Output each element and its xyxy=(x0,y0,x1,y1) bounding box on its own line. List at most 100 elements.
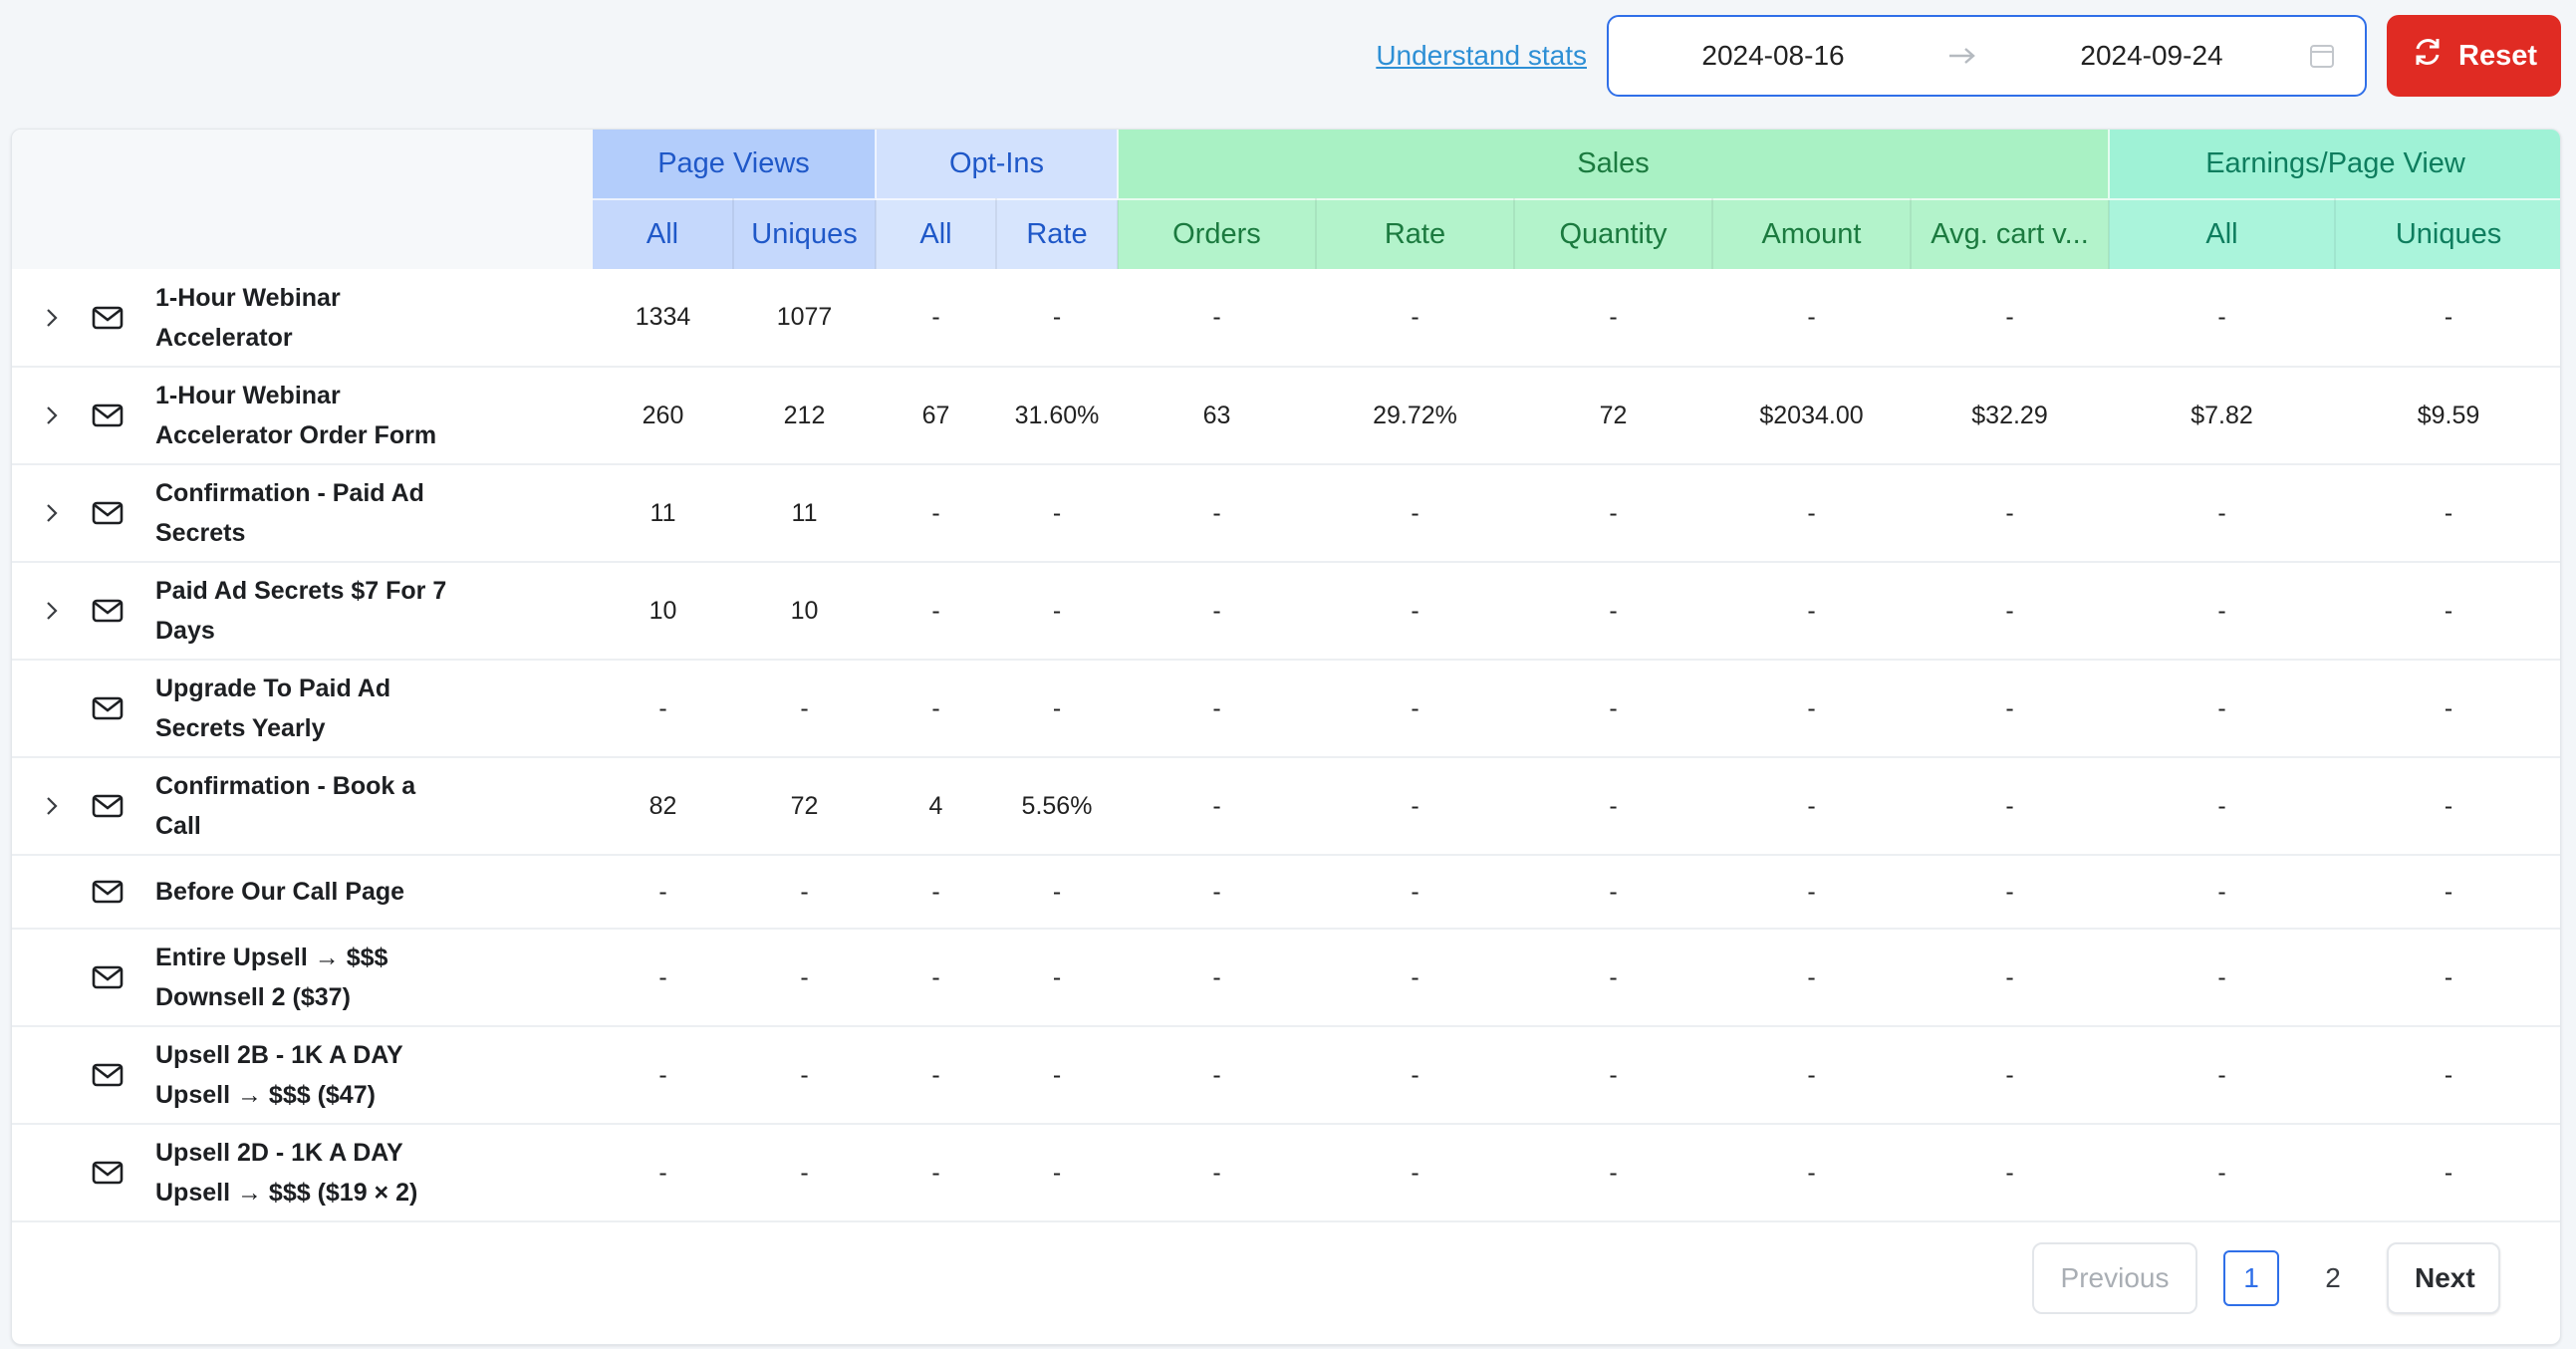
col-header-page-views-all[interactable]: All xyxy=(593,198,734,269)
cell-page-views-all: 260 xyxy=(593,367,733,465)
cell-opt-ins-rate: - xyxy=(996,929,1118,1027)
cell-sales-rate: 29.72% xyxy=(1316,367,1514,465)
cell-page-views-uniques: - xyxy=(733,929,876,1027)
mail-icon xyxy=(92,500,139,526)
chevron-right-icon[interactable] xyxy=(12,404,92,427)
mail-icon xyxy=(92,964,139,990)
cell-sales-quantity: 72 xyxy=(1514,367,1712,465)
table-row[interactable]: Before Our Call Page - - - - - - - - - - - xyxy=(12,855,2560,930)
table-row[interactable]: Entire Upsell → $$$ Downsell 2 ($37) - - - -… xyxy=(12,929,2560,1027)
col-header-sales-avg-cart-value[interactable]: Avg. cart v... xyxy=(1911,198,2111,269)
cell-sales-orders: - xyxy=(1118,1026,1316,1125)
cell-sales-rate: - xyxy=(1316,464,1514,563)
row-name-wrap: Upsell 2B - 1K A DAY Upsell → $$$ ($47) xyxy=(12,1027,593,1123)
understand-stats-link[interactable]: Understand stats xyxy=(1376,40,1587,71)
cell-page-views-uniques: 1077 xyxy=(733,269,876,368)
col-header-epv-uniques[interactable]: Uniques xyxy=(2335,198,2560,269)
cell-epv-all: $7.82 xyxy=(2109,367,2336,465)
table-row[interactable]: 1-Hour Webinar Accelerator 1334 1077- - - - - -… xyxy=(12,269,2560,368)
cell-sales-amount: - xyxy=(1712,269,1911,368)
col-header-opt-ins-all[interactable]: All xyxy=(876,198,997,269)
cell-sales-quantity: - xyxy=(1514,855,1712,930)
cell-sales-amount: $2034.00 xyxy=(1712,367,1911,465)
cell-page-views-uniques: 72 xyxy=(733,757,876,856)
table-row[interactable]: Paid Ad Secrets $7 For 7 Days 10 10- - - - - - -… xyxy=(12,562,2560,661)
table-row[interactable]: Upsell 2D - 1K A DAY Upsell → $$$ ($19 ×… xyxy=(12,1124,2560,1222)
row-name-wrap: Entire Upsell → $$$ Downsell 2 ($37) xyxy=(12,930,593,1025)
calendar-icon[interactable] xyxy=(2309,43,2335,69)
cell-epv-uniques: - xyxy=(2335,269,2560,368)
cell-epv-uniques: - xyxy=(2335,660,2560,758)
row-name-wrap: Paid Ad Secrets $7 For 7 Days xyxy=(12,563,593,659)
chevron-right-icon[interactable] xyxy=(12,599,92,623)
page-1-button[interactable]: 1 xyxy=(2223,1250,2279,1306)
cell-opt-ins-rate: - xyxy=(996,269,1118,368)
cell-sales-quantity: - xyxy=(1514,929,1712,1027)
table-row[interactable]: Upsell 2B - 1K A DAY Upsell → $$$ ($47) -… xyxy=(12,1026,2560,1125)
date-range-picker[interactable] xyxy=(1607,15,2367,97)
row-name-wrap: 1-Hour Webinar Accelerator xyxy=(12,269,593,366)
col-header-sales-amount[interactable]: Amount xyxy=(1712,198,1912,269)
row-name-wrap: Confirmation - Book a Call xyxy=(12,758,593,854)
cell-sales-avg-cart-value: - xyxy=(1911,464,2110,563)
row-name: Confirmation - Paid Ad Secrets xyxy=(155,479,424,547)
col-header-sales-rate[interactable]: Rate xyxy=(1316,198,1515,269)
mail-icon xyxy=(92,793,139,819)
cell-page-views-uniques: 10 xyxy=(733,562,876,661)
group-header-page-views: Page Views xyxy=(593,130,877,199)
row-name: Upsell 2D - 1K A DAY Upsell → $$$ ($19 ×… xyxy=(155,1139,418,1207)
page-2-button[interactable]: 2 xyxy=(2325,1262,2341,1293)
row-name: Paid Ad Secrets $7 For 7 Days xyxy=(155,577,447,645)
cell-page-views-all: 11 xyxy=(593,464,733,563)
cell-sales-amount: - xyxy=(1712,562,1911,661)
cell-opt-ins-all: - xyxy=(876,660,996,758)
date-to-input[interactable] xyxy=(2027,40,2276,72)
cell-sales-rate: - xyxy=(1316,269,1514,368)
table-row[interactable]: Upgrade To Paid Ad Secrets Yearly - - - - - - -… xyxy=(12,660,2560,758)
previous-page-button[interactable]: Previous xyxy=(2032,1242,2197,1314)
table-row[interactable]: Confirmation - Paid Ad Secrets 11 11- - - - - -… xyxy=(12,464,2560,563)
cell-page-views-all: - xyxy=(593,660,733,758)
cell-sales-rate: - xyxy=(1316,929,1514,1027)
mail-icon xyxy=(92,598,139,624)
mail-icon xyxy=(92,305,139,331)
table-row[interactable]: Confirmation - Book a Call 82 72 4 5.56% - - - -… xyxy=(12,757,2560,856)
cell-sales-rate: - xyxy=(1316,660,1514,758)
cell-opt-ins-rate: - xyxy=(996,464,1118,563)
cell-opt-ins-rate: - xyxy=(996,562,1118,661)
col-header-page-views-uniques[interactable]: Uniques xyxy=(733,198,877,269)
row-name-cell: Paid Ad Secrets $7 For 7 Days xyxy=(12,562,593,661)
chevron-right-icon[interactable] xyxy=(12,794,92,818)
cell-sales-avg-cart-value: - xyxy=(1911,1124,2110,1222)
cell-epv-all: - xyxy=(2109,269,2336,368)
cell-epv-all: - xyxy=(2109,929,2336,1027)
table-row[interactable]: 1-Hour Webinar Accelerator Order Form 260… xyxy=(12,367,2560,465)
cell-page-views-all: 1334 xyxy=(593,269,733,368)
col-header-opt-ins-rate[interactable]: Rate xyxy=(996,198,1119,269)
next-page-button[interactable]: Next xyxy=(2387,1242,2500,1314)
group-header-opt-ins: Opt-Ins xyxy=(876,130,1119,199)
cell-page-views-all: - xyxy=(593,1026,733,1125)
cell-opt-ins-rate: - xyxy=(996,1124,1118,1222)
col-header-sales-orders[interactable]: Orders xyxy=(1118,198,1317,269)
date-from-input[interactable] xyxy=(1649,40,1898,72)
mail-icon xyxy=(92,1062,139,1088)
cell-page-views-uniques: 11 xyxy=(733,464,876,563)
cell-page-views-all: - xyxy=(593,929,733,1027)
chevron-right-icon[interactable] xyxy=(12,501,92,525)
col-header-epv-all[interactable]: All xyxy=(2109,198,2337,269)
reset-button[interactable]: Reset xyxy=(2387,15,2561,97)
row-name-cell: Upgrade To Paid Ad Secrets Yearly xyxy=(12,660,593,758)
stats-table-card: Page Views Opt-Ins Sales Earnings/Page V… xyxy=(11,129,2561,1345)
chevron-right-icon[interactable] xyxy=(12,306,92,330)
cell-opt-ins-rate: - xyxy=(996,855,1118,930)
row-name-wrap: Confirmation - Paid Ad Secrets xyxy=(12,465,593,561)
cell-sales-quantity: - xyxy=(1514,1026,1712,1125)
cell-sales-quantity: - xyxy=(1514,269,1712,368)
cell-sales-avg-cart-value: - xyxy=(1911,929,2110,1027)
cell-page-views-all: - xyxy=(593,855,733,930)
col-header-sales-quantity[interactable]: Quantity xyxy=(1514,198,1713,269)
name-column-header xyxy=(12,130,593,269)
cell-sales-rate: - xyxy=(1316,1026,1514,1125)
cell-sales-rate: - xyxy=(1316,562,1514,661)
